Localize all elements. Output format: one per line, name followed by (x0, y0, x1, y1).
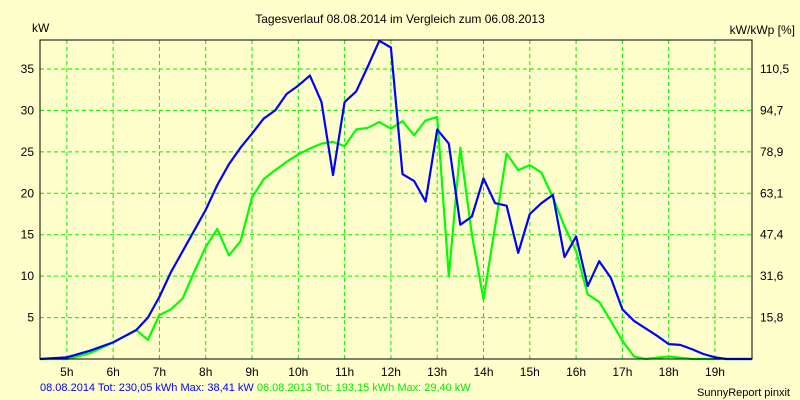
series-line-08.08.2014 (39, 39, 752, 361)
y-right-tick-label: 15,8 (760, 311, 784, 325)
legend-2014: 08.08.2014 Tot: 230,05 kWh Max: 38,41 kW (40, 382, 254, 394)
y-tick-label: 5 (27, 311, 34, 325)
chart-title: Tagesverlauf 08.08.2014 im Vergleich zum… (255, 12, 545, 26)
series-line-06.08.2013 (40, 115, 752, 361)
y-tick-label: 10 (21, 269, 35, 283)
x-tick-label: 11h (335, 365, 354, 379)
x-tick-label: 17h (612, 365, 632, 379)
y-axis-label: kW (32, 21, 50, 35)
x-tick-label: 19h (705, 365, 725, 379)
y-tick-label: 35 (21, 62, 35, 76)
plot-frame (39, 39, 753, 360)
x-tick-label: 13h (427, 365, 447, 379)
credit: SunnyReport pinxit (697, 387, 790, 399)
y-right-tick-label: 47,4 (760, 228, 784, 242)
y-right-tick-label: 110,5 (760, 62, 789, 76)
y-axis-right-label: kW/kWp [%] (730, 23, 795, 37)
y-tick-label: 15 (21, 228, 35, 242)
x-tick-label: 15h (520, 365, 540, 379)
y-tick-label: 30 (21, 103, 35, 117)
x-tick-label: 6h (106, 365, 119, 379)
y-tick-label: 20 (21, 186, 35, 200)
x-tick-label: 12h (381, 365, 401, 379)
x-tick-label: 7h (153, 365, 166, 379)
x-tick-label: 8h (199, 365, 212, 379)
y-tick-label: 25 (21, 145, 35, 159)
x-tick-label: 18h (659, 365, 679, 379)
x-tick-label: 5h (60, 365, 73, 379)
legend: 08.08.2014 Tot: 230,05 kWh Max: 38,41 kW… (40, 382, 471, 394)
x-tick-label: 14h (473, 365, 493, 379)
y-right-tick-label: 63,1 (760, 186, 784, 200)
legend-2013: 06.08.2013 Tot: 193,15 kWh Max: 29,40 kW (256, 382, 471, 394)
x-tick-label: 9h (245, 365, 258, 379)
x-tick-label: 10h (288, 365, 308, 379)
y-right-tick-label: 31,6 (760, 269, 784, 283)
y-right-tick-label: 94,7 (760, 103, 784, 117)
y-right-tick-label: 78,9 (760, 145, 784, 159)
x-tick-label: 16h (566, 365, 586, 379)
